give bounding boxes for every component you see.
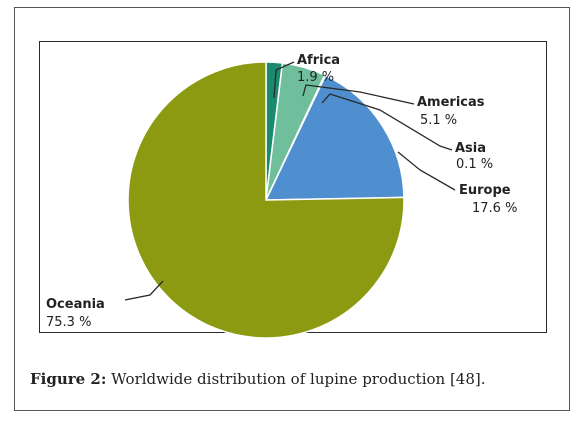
slice-value-americas: 5.1 % [420,113,457,128]
slice-label-americas: Americas [417,95,485,110]
slice-label-asia: Asia [455,141,486,156]
figure-caption: Figure 2: Worldwide distribution of lupi… [30,370,486,388]
leader-line-europe [397,151,456,191]
caption-prefix: Figure 2: [30,370,107,388]
slice-label-oceania: Oceania [46,297,105,312]
pie-slice-europe [264,74,405,201]
slice-label-europe: Europe [459,183,511,198]
slice-value-africa: 1.9 % [297,70,334,85]
leader-line-americas [302,84,415,105]
pie-slice-oceania [127,61,405,339]
slice-label-africa: Africa [297,53,340,68]
leader-line-africa [273,61,295,99]
figure-frame [14,7,570,411]
caption-text: Worldwide distribution of lupine product… [106,370,486,388]
slice-value-europe: 17.6 % [472,201,517,216]
leader-line-oceania [124,280,164,301]
slice-value-asia: 0.1 % [456,157,493,172]
slice-value-oceania: 75.3 % [46,315,91,330]
leader-line-asia [321,93,453,151]
